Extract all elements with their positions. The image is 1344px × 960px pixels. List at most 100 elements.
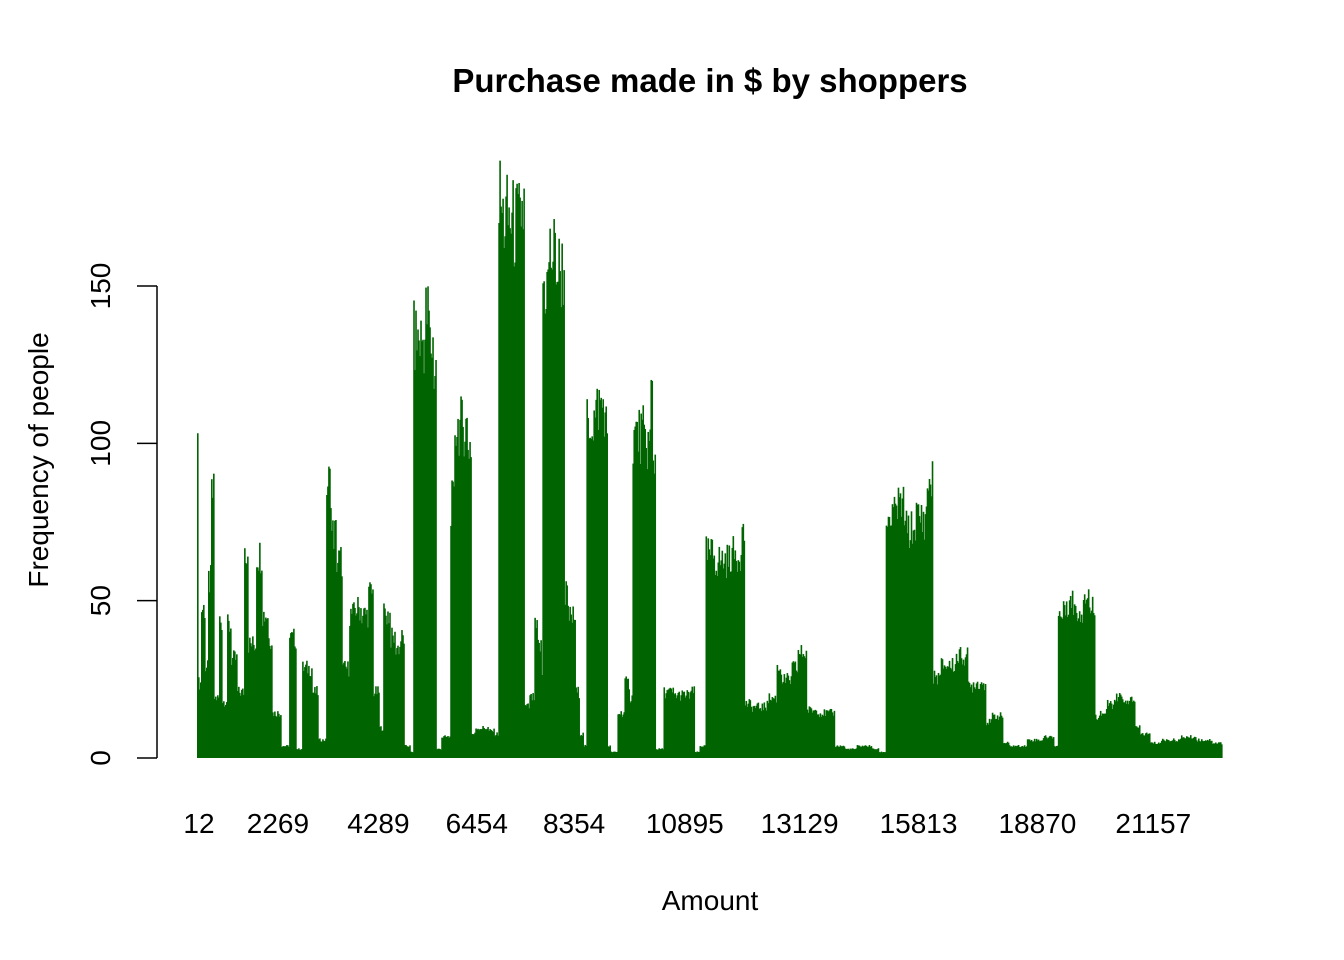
bar [922,511,925,758]
bar [871,748,874,758]
bar [526,704,528,758]
bar [225,704,227,758]
bar [355,615,357,758]
bar [236,654,238,758]
bar [1169,741,1172,758]
bar [688,698,691,758]
bar [931,461,934,758]
bar [1204,740,1207,758]
bar [1177,739,1180,758]
bar [941,659,944,758]
bar [878,752,881,758]
bar [1218,742,1220,758]
bar [497,735,499,758]
bar [766,700,769,758]
x-tick-label: 15813 [880,808,958,839]
bar [895,505,898,758]
bar [1142,735,1145,758]
bar [427,286,429,758]
bar [1022,747,1025,758]
bar [563,270,565,758]
bar [1172,738,1175,758]
bar [1133,701,1136,758]
y-axis-label: Frequency of people [23,332,54,587]
bar [807,712,810,758]
bar [824,716,827,758]
bar [1157,742,1160,758]
bar [669,687,672,758]
bar [455,445,457,758]
bar [954,664,957,758]
bar [301,749,303,758]
bar [730,571,733,758]
bar [1152,743,1155,758]
bar [969,687,972,758]
bar [924,514,927,758]
bar [411,751,413,758]
bar [575,687,577,758]
bar [446,736,448,758]
bar [234,651,236,758]
bar [678,691,681,758]
bar [699,746,702,758]
bar [564,604,566,758]
bar [459,419,461,758]
bar [586,399,588,758]
bar [975,683,978,758]
bar [904,520,907,758]
bar [378,692,380,758]
bar [358,607,360,758]
bar [206,667,208,758]
bar [1140,733,1143,758]
bar [1006,741,1009,758]
bar [992,714,995,758]
bar [1004,743,1007,758]
bar [262,626,264,758]
bar [246,564,248,758]
bar [327,486,329,758]
bar [542,283,544,758]
bar [852,748,855,758]
bar [1052,737,1055,758]
bar [307,673,309,758]
bar [798,654,801,758]
bar [728,545,731,758]
bar [217,695,219,758]
bar [663,687,666,758]
bar [909,540,912,758]
bar [279,716,281,758]
bar [633,429,636,758]
bar [336,572,338,758]
bar [1104,713,1107,758]
bar [806,709,809,758]
bar [537,639,539,758]
bar [444,735,446,758]
bar [984,684,987,758]
bar [656,749,659,758]
bar [833,710,836,758]
bar [670,688,673,758]
bar [800,645,803,758]
bar [218,697,220,758]
bar [1181,737,1184,758]
bar [737,560,740,758]
bar [722,568,725,758]
bar [426,324,428,758]
bar [286,745,288,758]
bar [549,228,551,758]
x-tick-label: 21157 [1115,808,1191,839]
bar [853,749,856,758]
bar [1137,727,1140,758]
bar [1156,743,1159,758]
bar [302,661,304,758]
bar [1029,741,1032,758]
bar [1207,740,1210,758]
bar [641,419,644,758]
bar [470,457,472,758]
bar [454,435,456,758]
bar [1155,744,1158,758]
bar [658,748,661,758]
bar [732,536,735,758]
bar [831,712,834,758]
y-tick-label: 0 [85,750,116,766]
